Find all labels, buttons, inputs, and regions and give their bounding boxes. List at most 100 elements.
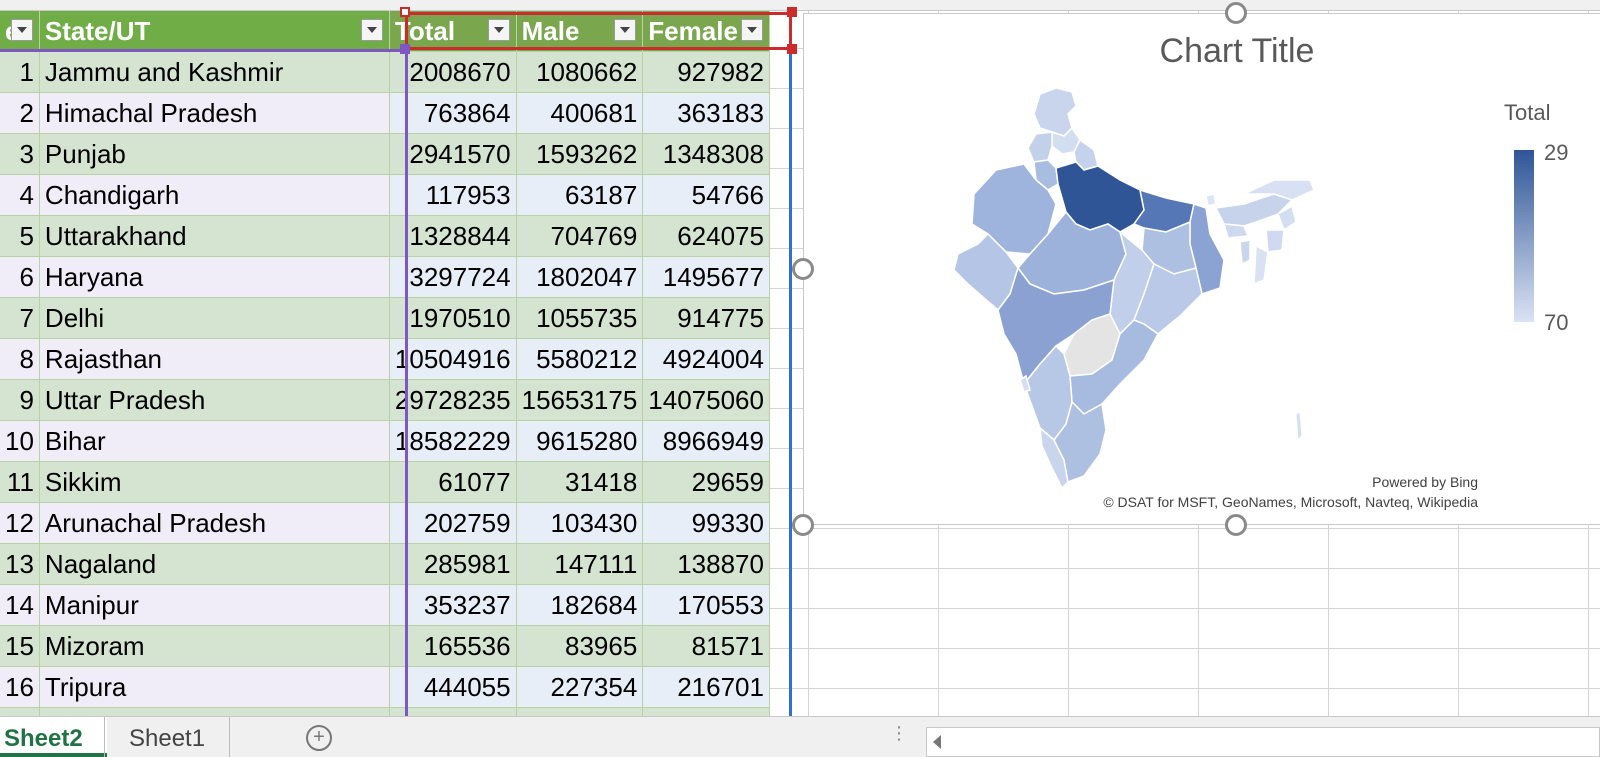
cell-female[interactable]: 99330 xyxy=(642,502,770,544)
cell-female[interactable]: 138870 xyxy=(642,543,770,585)
map-chart[interactable]: Chart Title xyxy=(803,13,1600,525)
cell-female[interactable]: 4924004 xyxy=(642,338,770,380)
cell-total[interactable]: 117953 xyxy=(389,174,517,216)
cell-index[interactable]: 6 xyxy=(0,256,40,298)
cell-total[interactable]: 18582229 xyxy=(389,420,517,462)
cell-total[interactable]: 1328844 xyxy=(389,215,517,257)
cell-total[interactable]: 10504916 xyxy=(389,338,517,380)
cell-state[interactable]: Arunachal Pradesh xyxy=(39,502,390,544)
cell-state[interactable]: Nagaland xyxy=(39,543,390,585)
cell-index[interactable]: 3 xyxy=(0,133,40,175)
cell-male[interactable]: 227354 xyxy=(516,666,644,708)
cell-female[interactable]: 1495677 xyxy=(642,256,770,298)
cell-index[interactable]: 1 xyxy=(0,51,40,93)
map-region-tripura[interactable] xyxy=(1239,239,1251,266)
cell-total[interactable]: 202759 xyxy=(389,502,517,544)
cell-state[interactable]: Uttarakhand xyxy=(39,215,390,257)
map-region-manipur[interactable] xyxy=(1265,229,1285,253)
cell-state[interactable]: Chandigarh xyxy=(39,174,390,216)
map-region-punjab[interactable] xyxy=(1027,131,1053,163)
cell-male[interactable]: 9615280 xyxy=(516,420,644,462)
cell-male[interactable]: 5580212 xyxy=(516,338,644,380)
map-region-tamil-nadu[interactable] xyxy=(1053,400,1107,484)
cell-total[interactable]: 61077 xyxy=(389,461,517,503)
header-female[interactable]: Female xyxy=(642,11,770,52)
cell-index[interactable]: 5 xyxy=(0,215,40,257)
tab-splitter-dots-icon[interactable]: ⋮ xyxy=(890,723,908,743)
map-region-andaman-nicobar[interactable] xyxy=(1295,411,1303,442)
cell-index[interactable]: 12 xyxy=(0,502,40,544)
cell-total[interactable]: 285981 xyxy=(389,543,517,585)
cell-female[interactable]: 624075 xyxy=(642,215,770,257)
cell-state[interactable]: Himachal Pradesh xyxy=(39,92,390,134)
cell-state[interactable]: Delhi xyxy=(39,297,390,339)
cell-total[interactable]: 3297724 xyxy=(389,256,517,298)
tab-sheet1[interactable]: Sheet1 xyxy=(104,717,231,757)
cell-state[interactable]: Sikkim xyxy=(39,461,390,503)
cell-female[interactable]: 54766 xyxy=(642,174,770,216)
cell-index[interactable]: 8 xyxy=(0,338,40,380)
selection-handle[interactable] xyxy=(787,7,797,17)
cell-state[interactable]: Manipur xyxy=(39,584,390,626)
cell-total[interactable]: 165536 xyxy=(389,625,517,667)
selection-handle[interactable] xyxy=(400,44,410,54)
cell-male[interactable]: 704769 xyxy=(516,215,644,257)
cell-index[interactable]: 14 xyxy=(0,584,40,626)
cell-female[interactable]: 14075060 xyxy=(642,379,770,421)
cell-total[interactable]: 2941570 xyxy=(389,133,517,175)
cell-state[interactable]: Tripura xyxy=(39,666,390,708)
cell-index[interactable]: 15 xyxy=(0,625,40,667)
cell-male[interactable]: 15653175 xyxy=(516,379,644,421)
cell-index[interactable]: 2 xyxy=(0,92,40,134)
cell-index[interactable]: 10 xyxy=(0,420,40,462)
cell-male[interactable]: 1080662 xyxy=(516,51,644,93)
header-state[interactable]: State/UT xyxy=(39,11,390,52)
cell-state[interactable]: Haryana xyxy=(39,256,390,298)
map-region-sikkim[interactable] xyxy=(1205,193,1217,207)
map-region-meghalaya[interactable] xyxy=(1222,223,1250,239)
cell-total[interactable]: 444055 xyxy=(389,666,517,708)
header-total[interactable]: Total xyxy=(389,11,517,52)
cell-index[interactable]: 13 xyxy=(0,543,40,585)
resize-handle-left[interactable] xyxy=(792,258,814,280)
cell-male[interactable]: 63187 xyxy=(516,174,644,216)
plus-circle-icon[interactable]: + xyxy=(306,725,332,751)
cell-female[interactable]: 914775 xyxy=(642,297,770,339)
resize-handle-bottom-left[interactable] xyxy=(792,514,814,536)
cell-female[interactable]: 170553 xyxy=(642,584,770,626)
cell-index[interactable]: 7 xyxy=(0,297,40,339)
cell-female[interactable]: 8966949 xyxy=(642,420,770,462)
india-map[interactable] xyxy=(944,84,1324,504)
cell-female[interactable]: 927982 xyxy=(642,51,770,93)
legend-title[interactable]: Total xyxy=(1504,100,1551,125)
chart-title[interactable]: Chart Title xyxy=(1159,32,1315,70)
cell-index[interactable]: 9 xyxy=(0,379,40,421)
map-region-odisha[interactable] xyxy=(1133,262,1203,335)
tab-sheet2[interactable]: Sheet2 xyxy=(0,717,107,757)
cell-male[interactable]: 400681 xyxy=(516,92,644,134)
cell-male[interactable]: 182684 xyxy=(516,584,644,626)
resize-handle-top[interactable] xyxy=(1225,2,1247,24)
cell-index[interactable]: 4 xyxy=(0,174,40,216)
cell-male[interactable]: 83965 xyxy=(516,625,644,667)
cell-female[interactable]: 216701 xyxy=(642,666,770,708)
map-region-rajasthan[interactable] xyxy=(971,163,1057,255)
cell-male[interactable]: 147111 xyxy=(516,543,644,585)
cell-state[interactable]: Bihar xyxy=(39,420,390,462)
cell-female[interactable]: 29659 xyxy=(642,461,770,503)
cell-male[interactable]: 1593262 xyxy=(516,133,644,175)
cell-male[interactable]: 31418 xyxy=(516,461,644,503)
selection-handle[interactable] xyxy=(787,44,797,54)
cell-female[interactable]: 363183 xyxy=(642,92,770,134)
cell-total[interactable]: 29728235 xyxy=(389,379,517,421)
map-region-nagaland[interactable] xyxy=(1277,204,1297,232)
cell-total[interactable]: 2008670 xyxy=(389,51,517,93)
cell-male[interactable]: 103430 xyxy=(516,502,644,544)
map-region-arunachal[interactable] xyxy=(1243,179,1315,201)
filter-dropdown-icon[interactable] xyxy=(487,19,510,41)
map-region-mizoram[interactable] xyxy=(1253,244,1269,286)
map-region-goa[interactable] xyxy=(1019,374,1031,393)
cell-female[interactable]: 1348308 xyxy=(642,133,770,175)
cell-male[interactable]: 1055735 xyxy=(516,297,644,339)
